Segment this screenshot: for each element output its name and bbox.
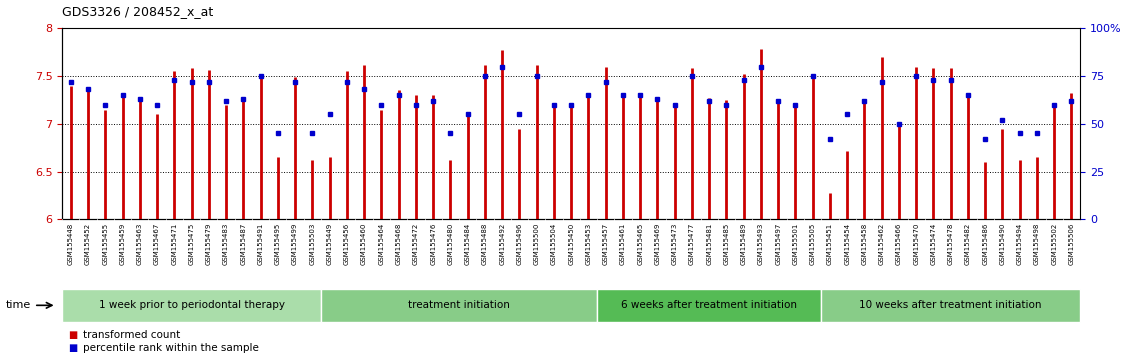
Text: GSM155488: GSM155488 [482,223,487,265]
Text: GSM155504: GSM155504 [551,223,556,265]
Text: GSM155468: GSM155468 [396,223,402,265]
Text: GSM155479: GSM155479 [206,223,211,265]
Text: GSM155482: GSM155482 [965,223,970,265]
Text: GSM155452: GSM155452 [85,223,92,265]
Text: GSM155462: GSM155462 [879,223,884,265]
Text: GSM155451: GSM155451 [827,223,832,265]
Text: GSM155450: GSM155450 [568,223,575,265]
Text: GSM155459: GSM155459 [120,223,126,265]
Text: 1 week prior to periodontal therapy: 1 week prior to periodontal therapy [98,300,285,310]
Bar [821,289,1080,322]
Text: percentile rank within the sample: percentile rank within the sample [83,343,259,353]
Text: GSM155489: GSM155489 [741,223,746,265]
Text: GSM155475: GSM155475 [189,223,195,265]
Text: GSM155474: GSM155474 [931,223,936,265]
Text: GSM155477: GSM155477 [689,223,694,265]
Text: GSM155463: GSM155463 [137,223,143,265]
Text: GSM155487: GSM155487 [241,223,247,265]
Text: GSM155501: GSM155501 [793,223,798,265]
Text: GSM155457: GSM155457 [603,223,608,265]
Text: GSM155503: GSM155503 [310,223,316,265]
Text: GSM155478: GSM155478 [948,223,953,265]
Text: GSM155492: GSM155492 [499,223,506,265]
Text: GSM155471: GSM155471 [172,223,178,265]
Text: GSM155465: GSM155465 [637,223,644,265]
Text: ■: ■ [68,343,77,353]
Text: GSM155461: GSM155461 [620,223,625,265]
Text: GSM155453: GSM155453 [586,223,592,265]
Text: GSM155498: GSM155498 [1034,223,1041,265]
Text: GSM155484: GSM155484 [465,223,470,265]
Text: GSM155480: GSM155480 [448,223,454,265]
Text: GSM155483: GSM155483 [223,223,230,265]
Text: GSM155458: GSM155458 [862,223,867,265]
Text: GSM155460: GSM155460 [361,223,368,265]
Text: GSM155449: GSM155449 [327,223,333,265]
Text: GSM155454: GSM155454 [844,223,851,265]
Text: GSM155497: GSM155497 [775,223,782,265]
Text: GSM155490: GSM155490 [1000,223,1005,265]
Text: GSM155481: GSM155481 [706,223,713,265]
Text: GSM155505: GSM155505 [810,223,815,265]
Text: ■: ■ [68,330,77,339]
Text: GSM155491: GSM155491 [258,223,264,265]
Text: GSM155467: GSM155467 [154,223,161,265]
Text: GSM155476: GSM155476 [430,223,437,265]
Text: GSM155455: GSM155455 [102,223,109,265]
Text: GSM155448: GSM155448 [68,223,74,265]
Text: 10 weeks after treatment initiation: 10 weeks after treatment initiation [860,300,1042,310]
Text: GSM155486: GSM155486 [982,223,988,265]
Text: GSM155499: GSM155499 [292,223,299,265]
Text: GSM155473: GSM155473 [672,223,677,265]
Bar [62,289,321,322]
Text: GSM155466: GSM155466 [896,223,901,265]
Text: GDS3326 / 208452_x_at: GDS3326 / 208452_x_at [62,5,214,18]
Text: GSM155464: GSM155464 [379,223,385,265]
Text: 6 weeks after treatment initiation: 6 weeks after treatment initiation [621,300,797,310]
Text: GSM155493: GSM155493 [758,223,763,265]
Text: transformed count: transformed count [83,330,180,339]
Text: GSM155470: GSM155470 [913,223,920,265]
Bar [597,289,821,322]
Text: GSM155496: GSM155496 [517,223,523,265]
Text: GSM155502: GSM155502 [1051,223,1057,265]
Text: GSM155495: GSM155495 [275,223,280,265]
Text: GSM155472: GSM155472 [413,223,418,265]
Bar [321,289,597,322]
Text: GSM155500: GSM155500 [534,223,539,265]
Text: treatment initiation: treatment initiation [408,300,510,310]
Text: GSM155506: GSM155506 [1069,223,1074,265]
Text: time: time [6,300,31,310]
Text: GSM155485: GSM155485 [724,223,729,265]
Text: GSM155456: GSM155456 [344,223,349,265]
Text: GSM155494: GSM155494 [1017,223,1022,265]
Text: GSM155469: GSM155469 [655,223,661,265]
